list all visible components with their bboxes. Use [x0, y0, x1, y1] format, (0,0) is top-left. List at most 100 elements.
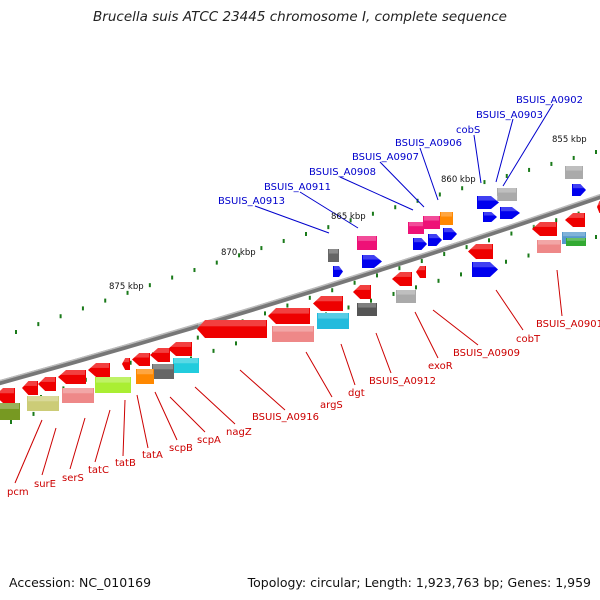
- tick-mark: [126, 290, 129, 295]
- backbone-highlight: [0, 193, 600, 382]
- gene-label-exor[interactable]: exoR: [428, 361, 453, 372]
- gene-block: [313, 296, 343, 311]
- label-connector: [122, 399, 126, 457]
- gene-block-shade: [137, 369, 153, 375]
- label-connector: [14, 419, 43, 484]
- gene-block-shade: [429, 234, 441, 239]
- gene-label-dgt[interactable]: dgt: [348, 388, 365, 399]
- gene-block-shade: [89, 363, 109, 368]
- gene-block: [272, 326, 314, 342]
- tick-mark: [415, 285, 417, 290]
- tick-mark: [282, 238, 285, 243]
- gene-block-shade: [424, 216, 439, 221]
- gene-label-args[interactable]: argS: [320, 400, 343, 411]
- tick-mark: [394, 205, 397, 210]
- gene-block: [0, 388, 15, 403]
- gene-block-shade: [96, 377, 130, 383]
- backbone-track: [0, 194, 600, 386]
- label-connector: [305, 351, 333, 398]
- gene-block-shade: [123, 358, 129, 363]
- gene-label-bsuis-a0909[interactable]: BSUIS_A0909: [453, 348, 520, 359]
- tick-label-875: 875 kbp: [109, 282, 144, 292]
- tick-mark: [595, 150, 597, 154]
- gene-block: [416, 266, 426, 278]
- gene-label-bsuis-a0916[interactable]: BSUIS_A0916: [252, 412, 319, 423]
- gene-block: [317, 313, 349, 329]
- gene-label-bsuis-a0912[interactable]: BSUIS_A0912: [369, 376, 436, 387]
- gene-block: [357, 303, 377, 316]
- tick-mark: [371, 211, 374, 216]
- gene-features: [0, 166, 600, 420]
- gene-label-pcm[interactable]: pcm: [7, 487, 29, 498]
- gene-block: [173, 358, 199, 373]
- gene-label-bsuis-a0908[interactable]: BSUIS_A0908: [309, 167, 376, 178]
- gene-block: [150, 348, 170, 362]
- gene-block: [132, 353, 150, 366]
- tick-mark: [376, 273, 378, 278]
- label-connector: [254, 205, 330, 234]
- gene-label-tatb[interactable]: tatB: [115, 458, 136, 469]
- gene-label-nagz[interactable]: nagZ: [226, 427, 252, 438]
- tick-mark: [398, 266, 401, 271]
- gene-block-shade: [39, 377, 55, 382]
- tick-mark: [443, 252, 446, 257]
- gene-block: [423, 216, 440, 229]
- gene-block: [565, 166, 583, 179]
- label-connector: [495, 118, 514, 183]
- gene-label-cobs[interactable]: cobS: [456, 125, 480, 136]
- gene-block-shade: [273, 326, 313, 332]
- gene-block: [152, 364, 174, 379]
- gene-block: [168, 342, 192, 356]
- tick-mark: [15, 330, 17, 334]
- tick-mark: [148, 283, 151, 288]
- tick-mark: [353, 280, 356, 285]
- gene-label-scpa[interactable]: scpA: [197, 435, 221, 446]
- tick-mark: [212, 348, 215, 353]
- gene-block-shade: [358, 303, 376, 308]
- label-connectors: [14, 103, 563, 484]
- gene-block-shade: [153, 364, 173, 370]
- tick-mark: [235, 341, 237, 346]
- gene-block: [58, 370, 86, 384]
- gene-block-shade: [363, 255, 381, 260]
- gene-block-shade: [409, 222, 423, 227]
- label-connector: [432, 309, 479, 346]
- tick-mark: [550, 161, 553, 166]
- label-connector: [169, 396, 206, 433]
- gene-block-shade: [498, 188, 516, 193]
- gene-label-cobt[interactable]: cobT: [516, 334, 541, 345]
- gene-label-scpb[interactable]: scpB: [169, 443, 193, 454]
- gene-label-bsuis-a0906[interactable]: BSUIS_A0906: [395, 138, 462, 149]
- gene-block-shade: [358, 236, 376, 241]
- gene-label-bsuis-a0901[interactable]: BSUIS_A0901: [536, 319, 600, 330]
- gene-label-sure[interactable]: surE: [34, 479, 56, 490]
- gene-block-shade: [538, 240, 560, 245]
- gene-label-bsuis-a0907[interactable]: BSUIS_A0907: [352, 152, 419, 163]
- gene-block-shade: [314, 296, 342, 302]
- gene-block: [268, 308, 310, 324]
- gene-block-shade: [598, 201, 600, 206]
- gene-block-shade: [573, 184, 585, 189]
- tick-mark: [347, 305, 350, 310]
- tick-label-855: 855 kbp: [552, 135, 587, 145]
- gene-label-sers[interactable]: serS: [62, 473, 84, 484]
- gene-label-bsuis-a0903[interactable]: BSUIS_A0903: [476, 110, 543, 121]
- tick-mark: [286, 303, 289, 308]
- tick-mark: [59, 314, 62, 319]
- gene-block: [537, 240, 561, 253]
- gene-block: [428, 234, 442, 246]
- gene-block: [468, 244, 493, 259]
- gene-block: [357, 236, 377, 250]
- gene-block-shade: [63, 388, 93, 394]
- gene-block-shade: [441, 212, 452, 217]
- gene-label-tata[interactable]: tatA: [142, 450, 163, 461]
- gene-label-tatc[interactable]: tatC: [88, 465, 109, 476]
- gene-label-bsuis-a0913[interactable]: BSUIS_A0913: [218, 196, 285, 207]
- gene-block-shade: [501, 207, 519, 212]
- gene-block: [443, 228, 457, 240]
- gene-label-bsuis-a0911[interactable]: BSUIS_A0911: [264, 182, 331, 193]
- gene-label-bsuis-a0902[interactable]: BSUIS_A0902: [516, 95, 583, 106]
- gene-block-shade: [198, 320, 266, 327]
- tick-mark: [505, 173, 508, 178]
- gene-block-shade: [174, 358, 198, 364]
